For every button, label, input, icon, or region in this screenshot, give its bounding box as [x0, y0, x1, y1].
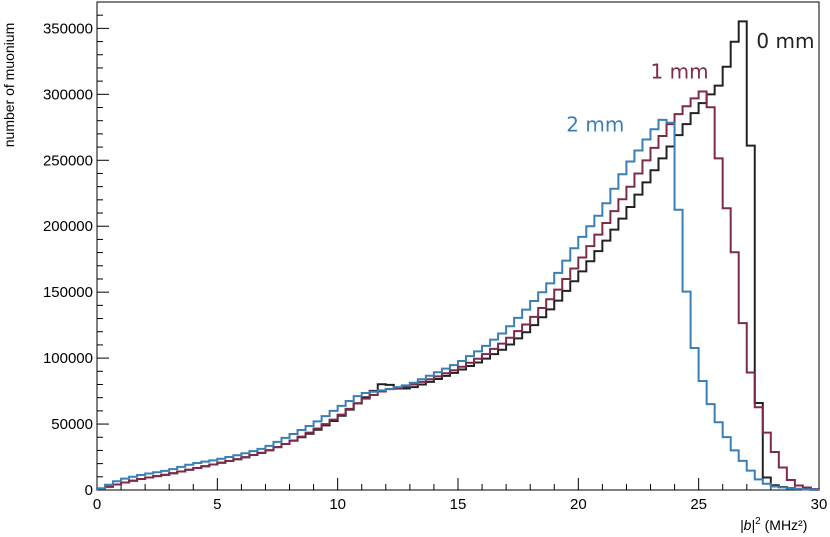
y-tick-label: 250000 — [43, 152, 93, 169]
series-label-2-mm: 2 mm — [566, 112, 624, 136]
x-tick-label: 0 — [93, 496, 101, 513]
series-label-1-mm: 1 mm — [651, 59, 709, 83]
y-tick-label: 0 — [85, 482, 93, 499]
x-tick-label: 5 — [213, 496, 221, 513]
y-tick-label: 150000 — [43, 284, 93, 301]
series-line-2-mm — [96, 118, 820, 491]
y-tick-label: 350000 — [43, 20, 93, 37]
x-axis-title-unit: (MHz²) — [765, 517, 808, 533]
x-tick-label: 20 — [570, 496, 587, 513]
series-line-0-mm — [96, 20, 820, 491]
x-axis-title-sup: 2 — [755, 516, 761, 527]
y-tick-label: 50000 — [51, 416, 93, 433]
x-axis-title-main: |b| — [740, 517, 755, 533]
y-tick-label: 100000 — [43, 350, 93, 367]
x-axis-title: |b|2 (MHz²) — [740, 516, 807, 533]
y-tick-label: 200000 — [43, 218, 93, 235]
series-group — [96, 20, 820, 491]
x-tick-label: 25 — [690, 496, 707, 513]
y-axis-title: number of muonium — [1, 23, 17, 148]
plot-frame — [96, 1, 820, 491]
x-tick-label: 30 — [811, 496, 828, 513]
label-group: 0 mm 1 mm 2 mm — [566, 29, 814, 136]
x-tick-label: 10 — [329, 496, 346, 513]
x-tick-label: 15 — [450, 496, 467, 513]
y-tick-label: 300000 — [43, 86, 93, 103]
series-label-0-mm: 0 mm — [756, 29, 814, 53]
series-line-1-mm — [96, 90, 820, 491]
axis-ticks: 0 5 10 15 20 25 30 0 50000 100000 150000 200000 2500… — [43, 1, 828, 513]
